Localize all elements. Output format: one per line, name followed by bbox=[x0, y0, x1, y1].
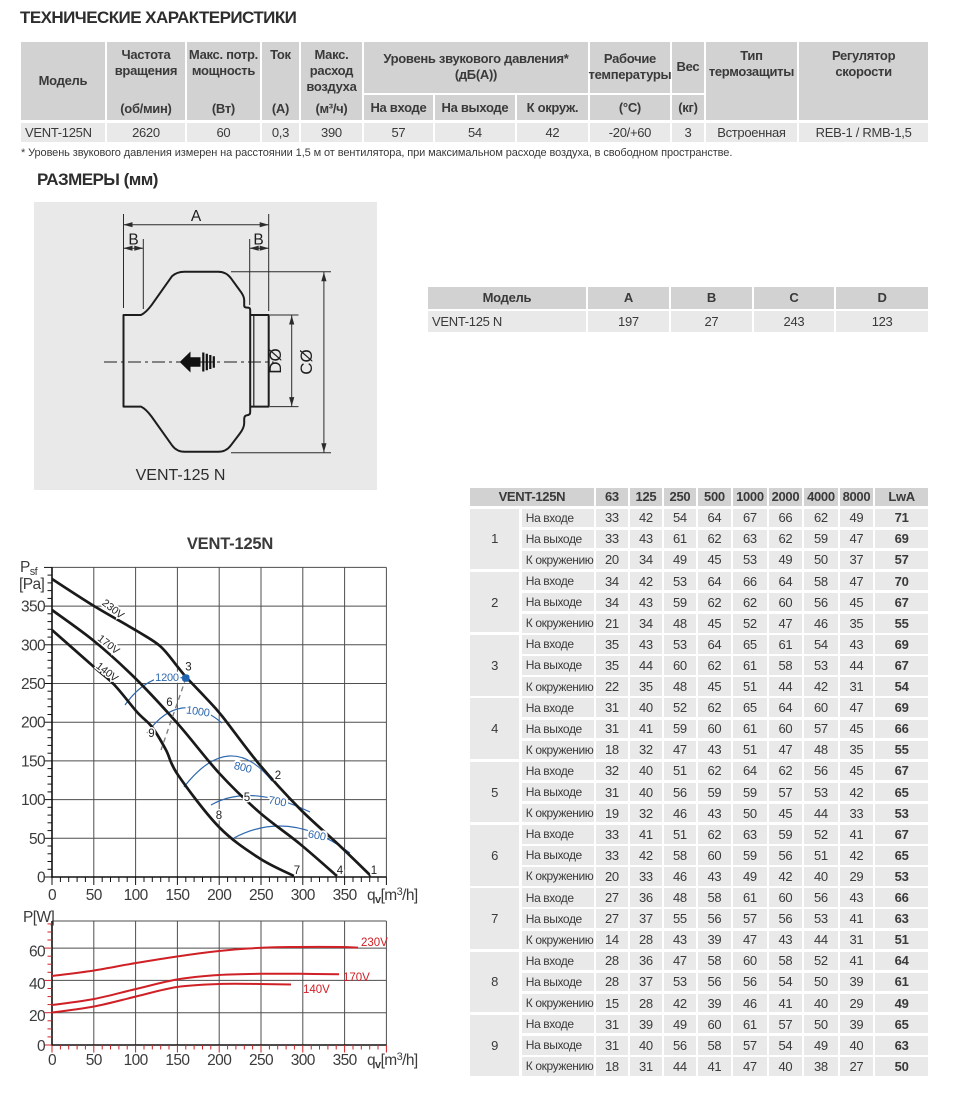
svg-text:150: 150 bbox=[165, 1052, 190, 1069]
svg-text:250: 250 bbox=[249, 1052, 274, 1069]
svg-text:8: 8 bbox=[216, 810, 222, 822]
svg-text:230V: 230V bbox=[361, 937, 388, 949]
svg-text:100: 100 bbox=[124, 1052, 149, 1069]
svg-text:140V: 140V bbox=[303, 984, 330, 996]
svg-text:2: 2 bbox=[275, 770, 281, 782]
svg-text:300: 300 bbox=[21, 637, 46, 654]
svg-text:5: 5 bbox=[244, 792, 250, 804]
svg-text:4: 4 bbox=[337, 865, 344, 877]
svg-text:50: 50 bbox=[29, 831, 46, 848]
svg-text:800: 800 bbox=[233, 760, 253, 776]
svg-text:1000: 1000 bbox=[185, 704, 210, 719]
svg-text:200: 200 bbox=[207, 887, 232, 904]
svg-text:250: 250 bbox=[249, 887, 274, 904]
svg-text:CØ: CØ bbox=[297, 349, 316, 375]
svg-text:300: 300 bbox=[291, 1052, 316, 1069]
svg-text:1: 1 bbox=[371, 865, 377, 877]
svg-text:350: 350 bbox=[333, 887, 358, 904]
svg-text:350: 350 bbox=[21, 599, 46, 616]
svg-text:A: A bbox=[191, 208, 202, 225]
svg-text:[Pa]: [Pa] bbox=[19, 576, 44, 593]
svg-text:200: 200 bbox=[21, 715, 46, 732]
svg-text:1200: 1200 bbox=[155, 672, 179, 684]
svg-text:50: 50 bbox=[86, 887, 103, 904]
svg-text:150: 150 bbox=[21, 753, 46, 770]
svg-text:250: 250 bbox=[21, 676, 46, 693]
svg-text:350: 350 bbox=[333, 1052, 358, 1069]
svg-text:50: 50 bbox=[86, 1052, 103, 1069]
svg-text:P[W]: P[W] bbox=[23, 909, 54, 926]
svg-text:qv[m3/h]: qv[m3/h] bbox=[367, 886, 418, 906]
svg-text:170V: 170V bbox=[343, 972, 370, 984]
svg-text:700: 700 bbox=[268, 795, 288, 810]
svg-text:60: 60 bbox=[29, 944, 46, 961]
svg-text:B: B bbox=[253, 232, 263, 249]
svg-text:0: 0 bbox=[37, 1038, 46, 1055]
svg-text:20: 20 bbox=[29, 1008, 46, 1025]
svg-text:0: 0 bbox=[37, 870, 46, 887]
svg-text:300: 300 bbox=[291, 887, 316, 904]
svg-text:VENT-125 N: VENT-125 N bbox=[136, 467, 226, 484]
svg-text:40: 40 bbox=[29, 976, 46, 993]
svg-text:VENT-125N: VENT-125N bbox=[187, 535, 273, 553]
svg-text:DØ: DØ bbox=[266, 348, 285, 374]
svg-text:140V: 140V bbox=[94, 660, 121, 685]
svg-text:150: 150 bbox=[165, 887, 190, 904]
svg-text:7: 7 bbox=[294, 865, 300, 877]
svg-text:0: 0 bbox=[48, 1052, 57, 1069]
svg-text:B: B bbox=[128, 232, 138, 249]
svg-text:qv[m3/h]: qv[m3/h] bbox=[367, 1051, 418, 1071]
svg-text:100: 100 bbox=[21, 792, 46, 809]
svg-text:0: 0 bbox=[48, 887, 57, 904]
svg-text:600: 600 bbox=[307, 829, 327, 844]
svg-text:9: 9 bbox=[148, 728, 154, 740]
svg-text:3: 3 bbox=[185, 662, 191, 674]
svg-text:200: 200 bbox=[207, 1052, 232, 1069]
svg-text:100: 100 bbox=[124, 887, 149, 904]
svg-text:6: 6 bbox=[166, 697, 172, 709]
